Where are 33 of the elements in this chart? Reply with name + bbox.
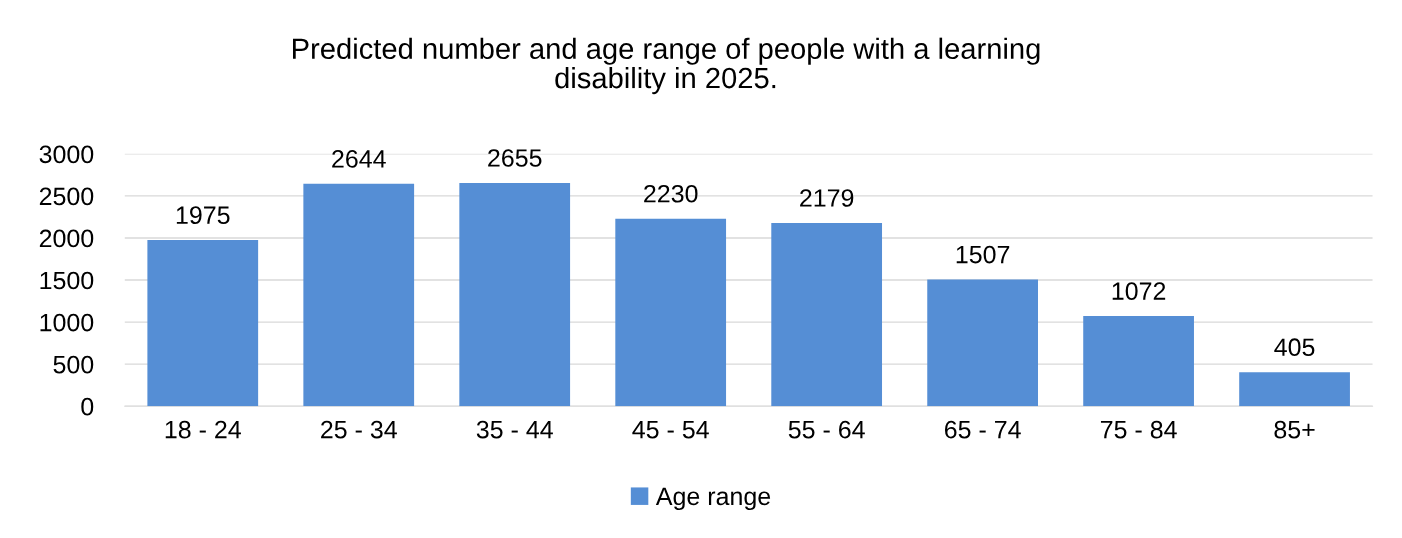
y-tick-label: 1000	[40, 313, 94, 332]
x-tick-label: 25 - 34	[321, 420, 397, 439]
x-tick-label: 75 - 84	[1100, 420, 1177, 439]
bar	[615, 218, 727, 407]
bar	[147, 240, 259, 407]
bar	[1239, 372, 1350, 407]
data-label: 2644	[332, 150, 386, 168]
bar	[1083, 316, 1194, 407]
y-tick-label: 0	[81, 397, 94, 416]
y-tick-label: 500	[53, 355, 94, 374]
legend-label: Age range	[655, 487, 771, 511]
x-tick-label: 55 - 64	[788, 420, 865, 439]
bar	[771, 222, 883, 407]
data-label: 405	[1274, 338, 1315, 357]
y-tick-label: 2500	[39, 187, 94, 206]
x-tick-label: 85+	[1274, 420, 1315, 439]
x-tick-label: 35 - 44	[476, 420, 553, 439]
bar	[927, 279, 1038, 407]
chart-title: Predicted number and age range of people with a learning disability in 2025.	[293, 37, 1040, 95]
y-tick-label: 3000	[39, 145, 94, 164]
x-tick-label: 18 - 24	[165, 420, 241, 439]
y-tick-label: 1500	[40, 271, 94, 290]
bar	[303, 183, 415, 407]
data-label: 2230	[644, 184, 698, 203]
x-tick-label: 65 - 74	[944, 420, 1021, 439]
x-tick-label: 45 - 54	[632, 421, 709, 439]
bar	[459, 182, 571, 407]
data-label: 2655	[488, 149, 542, 167]
data-label: 2179	[800, 189, 854, 207]
data-label: 1507	[956, 245, 1010, 264]
data-label: 1975	[176, 206, 230, 225]
data-label: 1072	[1112, 282, 1166, 300]
y-tick-label: 2000	[39, 229, 94, 248]
